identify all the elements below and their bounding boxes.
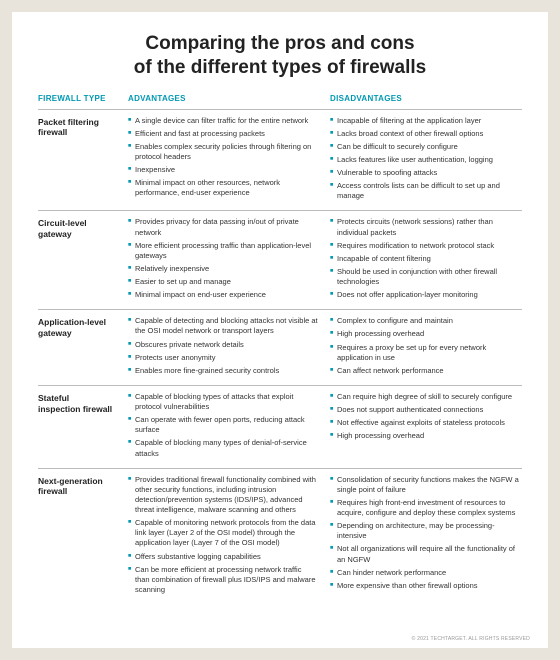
list-item: Easier to set up and manage (128, 277, 318, 287)
list-item: Inexpensive (128, 165, 318, 175)
list-item: Capable of blocking many types of denial… (128, 438, 318, 458)
list-item: A single device can filter traffic for t… (128, 116, 318, 126)
list-item: Provides privacy for data passing in/out… (128, 217, 318, 237)
list-item: Lacks features like user authentication,… (330, 155, 520, 165)
list-item: Capable of blocking types of attacks tha… (128, 392, 318, 412)
firewall-type-label: Stateful inspection firewall (38, 392, 118, 466)
list-item: More efficient processing traffic than a… (128, 241, 318, 261)
disadvantages-list: Protects circuits (network sessions) rat… (330, 217, 522, 307)
firewall-type-label: Packet filtering firewall (38, 116, 118, 209)
row-divider (38, 210, 522, 211)
row-divider (38, 109, 522, 110)
comparison-page: Comparing the pros and cons of the diffe… (12, 12, 548, 648)
title-line-2: of the different types of firewalls (134, 57, 426, 78)
list-item: Requires modification to network protoco… (330, 241, 520, 251)
row-divider (38, 309, 522, 310)
list-item: Incapable of filtering at the applicatio… (330, 116, 520, 126)
list-item: Offers substantive logging capabilities (128, 552, 318, 562)
row-divider (38, 468, 522, 469)
col-disadvantages: DISADVANTAGES (330, 94, 522, 107)
disadvantages-list: Consolidation of security functions make… (330, 475, 522, 602)
list-item: Access controls lists can be difficult t… (330, 181, 520, 201)
list-item: Lacks broad context of other firewall op… (330, 129, 520, 139)
list-item: Can affect network performance (330, 366, 520, 376)
advantages-list: Provides traditional firewall functional… (128, 475, 320, 602)
page-title: Comparing the pros and cons of the diffe… (38, 32, 522, 80)
list-item: Minimal impact on other resources, netwo… (128, 178, 318, 198)
advantages-list: A single device can filter traffic for t… (128, 116, 320, 209)
advantages-list: Capable of blocking types of attacks tha… (128, 392, 320, 466)
firewall-type-label: Next-generation firewall (38, 475, 118, 602)
list-item: Capable of monitoring network protocols … (128, 518, 318, 548)
col-advantages: ADVANTAGES (128, 94, 320, 107)
list-item: Does not offer application-layer monitor… (330, 290, 520, 300)
disadvantages-list: Complex to configure and maintain High pr… (330, 316, 522, 383)
list-item: High processing overhead (330, 431, 520, 441)
firewall-type-label: Application-level gateway (38, 316, 118, 383)
list-item: Depending on architecture, may be proces… (330, 521, 520, 541)
list-item: Can require high degree of skill to secu… (330, 392, 520, 402)
list-item: Efficient and fast at processing packets (128, 129, 318, 139)
comparison-table: FIREWALL TYPE ADVANTAGES DISADVANTAGES P… (38, 94, 522, 603)
list-item: Incapable of content filtering (330, 254, 520, 264)
advantages-list: Capable of detecting and blocking attack… (128, 316, 320, 383)
list-item: Can hinder network performance (330, 568, 520, 578)
disadvantages-list: Incapable of filtering at the applicatio… (330, 116, 522, 209)
list-item: Protects user anonymity (128, 353, 318, 363)
disadvantages-list: Can require high degree of skill to secu… (330, 392, 522, 466)
list-item: Consolidation of security functions make… (330, 475, 520, 495)
list-item: Requires high front-end investment of re… (330, 498, 520, 518)
list-item: Enables complex security policies throug… (128, 142, 318, 162)
list-item: Protects circuits (network sessions) rat… (330, 217, 520, 237)
list-item: Can operate with fewer open ports, reduc… (128, 415, 318, 435)
list-item: Minimal impact on end-user experience (128, 290, 318, 300)
list-item: Does not support authenticated connectio… (330, 405, 520, 415)
list-item: Can be difficult to securely configure (330, 142, 520, 152)
firewall-type-label: Circuit-level gateway (38, 217, 118, 307)
list-item: Relatively inexpensive (128, 264, 318, 274)
list-item: Complex to configure and maintain (330, 316, 520, 326)
list-item: Vulnerable to spoofing attacks (330, 168, 520, 178)
list-item: Obscures private network details (128, 340, 318, 350)
list-item: Requires a proxy be set up for every net… (330, 343, 520, 363)
footer-copyright: © 2021 TECHTARGET. ALL RIGHTS RESERVED (412, 636, 530, 642)
list-item: More expensive than other firewall optio… (330, 581, 520, 591)
list-item: Should be used in conjunction with other… (330, 267, 520, 287)
title-line-1: Comparing the pros and cons (145, 33, 414, 54)
list-item: Not all organizations will require all t… (330, 544, 520, 564)
list-item: Capable of detecting and blocking attack… (128, 316, 318, 336)
list-item: High processing overhead (330, 329, 520, 339)
list-item: Can be more efficient at processing netw… (128, 565, 318, 595)
row-divider (38, 385, 522, 386)
col-firewall-type: FIREWALL TYPE (38, 94, 118, 107)
list-item: Not effective against exploits of statel… (330, 418, 520, 428)
advantages-list: Provides privacy for data passing in/out… (128, 217, 320, 307)
list-item: Provides traditional firewall functional… (128, 475, 318, 516)
list-item: Enables more fine-grained security contr… (128, 366, 318, 376)
